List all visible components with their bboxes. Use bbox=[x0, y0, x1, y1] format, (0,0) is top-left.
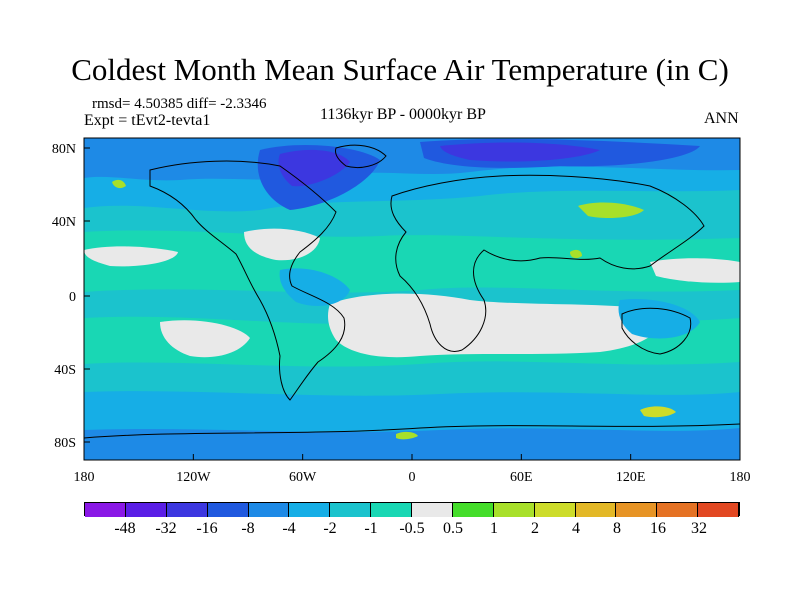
colorbar-swatch bbox=[452, 503, 494, 517]
coastline-eurasia-africa bbox=[390, 174, 705, 352]
colorbar-swatch bbox=[125, 503, 167, 517]
latitude-axis: 80N 40N 0 40S 80S bbox=[52, 142, 90, 451]
colorbar-swatch bbox=[207, 503, 249, 517]
lon-tick-label: 60E bbox=[510, 470, 533, 485]
lon-tick-label: 0 bbox=[409, 470, 416, 485]
colorbar-swatch bbox=[371, 503, 412, 517]
colorbar-label: -32 bbox=[155, 520, 177, 537]
colorbar-swatch bbox=[166, 503, 208, 517]
colorbar-label: -48 bbox=[114, 520, 136, 537]
colorbar-label: -1 bbox=[364, 520, 378, 537]
coastline-australia bbox=[621, 307, 692, 355]
map-field bbox=[84, 138, 740, 460]
field-cool-south-america bbox=[279, 268, 350, 306]
longitude-axis: 180 120W 60W 0 60E 120E 180 bbox=[74, 454, 751, 485]
plot-title: Coldest Month Mean Surface Air Temperatu… bbox=[71, 52, 729, 87]
lat-tick-label: 0 bbox=[69, 290, 76, 305]
colorbar-swatch bbox=[575, 503, 617, 517]
field-warm-central-asia bbox=[578, 202, 644, 218]
colorbar-label: -4 bbox=[282, 520, 296, 537]
coastline-greenland bbox=[335, 144, 387, 169]
lon-tick-label: 120E bbox=[616, 470, 646, 485]
colorbar-label: -0.5 bbox=[399, 520, 425, 537]
lat-tick-label: 80S bbox=[54, 436, 76, 451]
stats-label: rmsd= 4.50385 diff= -2.3346 bbox=[92, 96, 267, 112]
lat-tick-label: 80N bbox=[52, 142, 76, 157]
field-warm-antarctic-east bbox=[640, 406, 676, 418]
colorbar-label: 2 bbox=[531, 520, 539, 537]
field-colder-eurasia bbox=[440, 142, 600, 162]
colorbar-swatch bbox=[412, 503, 453, 517]
lon-tick-label: 180 bbox=[74, 470, 95, 485]
colorbar-swatch bbox=[616, 503, 658, 517]
field-neutral-se-pacific bbox=[160, 320, 250, 358]
field-band-tropics bbox=[84, 230, 740, 293]
colorbar-swatch bbox=[289, 503, 331, 517]
field-cool2-antarctic bbox=[84, 428, 740, 460]
coastline-americas bbox=[149, 160, 346, 401]
field-neutral-south-atlantic-indian bbox=[328, 293, 663, 358]
colorbar-label: 0.5 bbox=[443, 520, 463, 537]
coastlines bbox=[84, 144, 740, 439]
colorbar-swatch bbox=[657, 503, 699, 517]
colorbar-swatch bbox=[330, 503, 372, 517]
colorbar-swatch bbox=[248, 503, 290, 517]
colorbar-swatch bbox=[493, 503, 535, 517]
colorbar-swatch bbox=[698, 503, 739, 517]
field-colder-north-america bbox=[278, 149, 350, 187]
colorbar-label: 4 bbox=[572, 520, 580, 537]
colorbar-swatch bbox=[534, 503, 576, 517]
period-label: 1136kyr BP - 0000kyr BP bbox=[320, 106, 486, 123]
field-neutral-pacific-west bbox=[650, 258, 740, 283]
colorbar-label: -16 bbox=[196, 520, 218, 537]
field-neutral-caribbean bbox=[244, 228, 320, 261]
colorbar-label: -8 bbox=[241, 520, 255, 537]
coastline-antarctica bbox=[84, 423, 740, 439]
colorbar-label: 32 bbox=[691, 520, 707, 537]
lat-tick-label: 40S bbox=[54, 363, 76, 378]
lon-tick-label: 60W bbox=[289, 470, 317, 485]
colorbar-label: 1 bbox=[490, 520, 498, 537]
experiment-label: Expt = tEvt2-tevta1 bbox=[84, 112, 211, 129]
field-neutral-pacific-north bbox=[84, 246, 178, 267]
field-warm-alaska bbox=[112, 179, 126, 189]
colorbar-label: -2 bbox=[323, 520, 337, 537]
season-label: ANN bbox=[704, 110, 739, 127]
lat-tick-label: 40N bbox=[52, 215, 76, 230]
colorbar-label: 16 bbox=[650, 520, 666, 537]
colorbar bbox=[84, 502, 740, 517]
colorbar-label: 8 bbox=[613, 520, 621, 537]
colorbar-swatch bbox=[85, 503, 126, 517]
lon-tick-label: 120W bbox=[176, 470, 211, 485]
lon-tick-label: 180 bbox=[730, 470, 751, 485]
field-warm-antarctic-west bbox=[396, 431, 418, 440]
field-warm-tibet bbox=[570, 249, 582, 259]
